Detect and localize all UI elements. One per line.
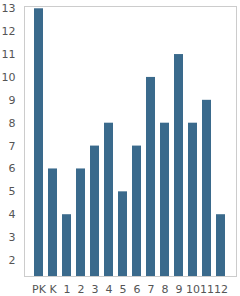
svg-text:13: 13 [2,2,16,15]
svg-text:2: 2 [78,283,85,296]
svg-text:9: 9 [9,94,16,107]
svg-text:6: 6 [9,162,16,175]
svg-text:10: 10 [2,71,16,84]
svg-text:7: 7 [148,283,155,296]
svg-text:3: 3 [9,231,16,244]
svg-text:1: 1 [64,283,71,296]
svg-text:2: 2 [9,254,16,267]
svg-text:6: 6 [134,283,141,296]
svg-text:8: 8 [162,283,169,296]
svg-text:12: 12 [2,25,16,38]
svg-text:5: 5 [9,185,16,198]
svg-text:8: 8 [9,117,16,130]
svg-text:PK: PK [32,283,47,296]
svg-text:7: 7 [9,140,16,153]
svg-text:3: 3 [92,283,99,296]
svg-text:10: 10 [186,283,200,296]
svg-text:11: 11 [200,283,214,296]
svg-text:9: 9 [176,283,183,296]
svg-text:4: 4 [106,283,113,296]
svg-text:11: 11 [2,48,16,61]
svg-text:12: 12 [214,283,228,296]
svg-text:5: 5 [120,283,127,296]
svg-text:K: K [49,283,57,296]
svg-text:4: 4 [9,208,16,221]
